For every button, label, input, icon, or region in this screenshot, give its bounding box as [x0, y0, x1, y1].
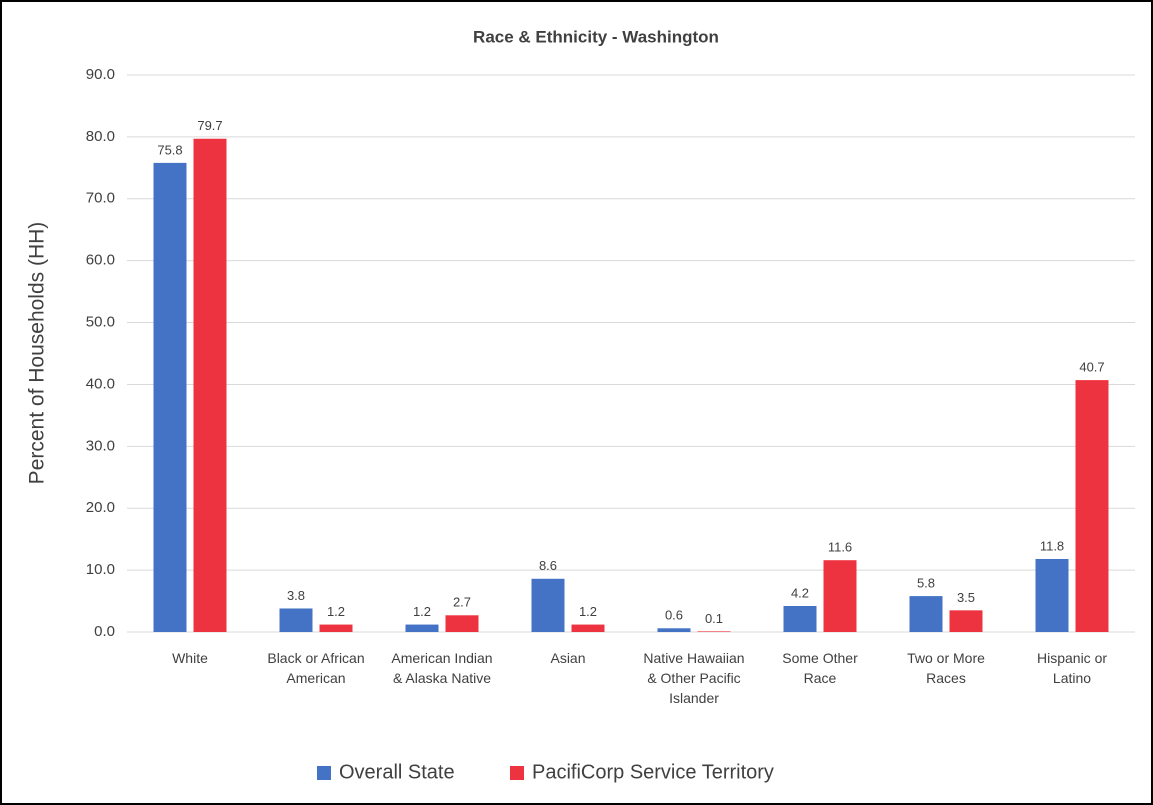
data-label: 0.6	[665, 608, 683, 623]
y-tick-label: 50.0	[86, 314, 115, 331]
bar	[531, 578, 565, 632]
bar	[445, 615, 479, 632]
data-label: 2.7	[453, 595, 471, 610]
data-label: 3.8	[287, 588, 305, 603]
y-tick-label: 80.0	[86, 128, 115, 145]
y-tick-label: 0.0	[94, 623, 115, 640]
data-label: 11.6	[828, 540, 852, 555]
data-label: 0.1	[705, 611, 723, 626]
x-tick-label: Some Other Race	[782, 650, 858, 686]
data-label: 11.8	[1040, 538, 1064, 553]
data-label: 75.8	[157, 142, 182, 157]
data-label: 8.6	[539, 558, 557, 573]
bar	[571, 624, 605, 632]
y-tick-label: 60.0	[86, 252, 115, 269]
legend-swatch	[317, 766, 331, 780]
bar	[949, 610, 983, 632]
bar	[405, 624, 439, 632]
data-label: 1.2	[579, 604, 597, 619]
x-tick-label: Two or More Races	[907, 650, 985, 686]
bar	[823, 560, 857, 632]
bar	[697, 631, 731, 632]
y-tick-label: 10.0	[86, 561, 115, 578]
x-tick-label: White	[172, 650, 208, 666]
data-label: 1.2	[413, 604, 431, 619]
data-label: 40.7	[1079, 360, 1104, 375]
data-label: 79.7	[197, 118, 222, 133]
data-label: 5.8	[917, 576, 935, 591]
x-tick-label: Hispanic or Latino	[1036, 650, 1108, 686]
y-axis-label: Percent of Households (HH)	[26, 222, 49, 485]
bar	[319, 624, 353, 632]
bar	[909, 596, 943, 632]
y-tick-label: 70.0	[86, 190, 115, 207]
y-tick-label: 90.0	[86, 66, 115, 83]
y-tick-label: 20.0	[86, 499, 115, 516]
x-tick-label: Black or African American	[267, 650, 365, 686]
bar	[193, 138, 227, 633]
data-label: 1.2	[327, 604, 345, 619]
bar	[153, 162, 187, 633]
x-tick-label: Asian	[550, 650, 586, 666]
y-tick-label: 40.0	[86, 375, 115, 392]
bar	[783, 606, 817, 632]
bar	[657, 628, 691, 632]
data-label: 4.2	[791, 585, 809, 600]
x-tick-label: Native Hawaiian & Other Pacific Islander	[643, 650, 745, 706]
x-tick-label: American Indian & Alaska Native	[391, 650, 493, 686]
legend-label: PacifiCorp Service Territory	[532, 761, 774, 783]
legend-swatch	[510, 766, 524, 780]
bar	[1035, 558, 1069, 632]
bar	[279, 608, 313, 632]
data-label: 3.5	[957, 590, 975, 605]
chart-title: Race & Ethnicity - Washington	[473, 27, 719, 46]
y-tick-label: 30.0	[86, 437, 115, 454]
bar	[1075, 380, 1109, 632]
legend-label: Overall State	[339, 761, 455, 783]
